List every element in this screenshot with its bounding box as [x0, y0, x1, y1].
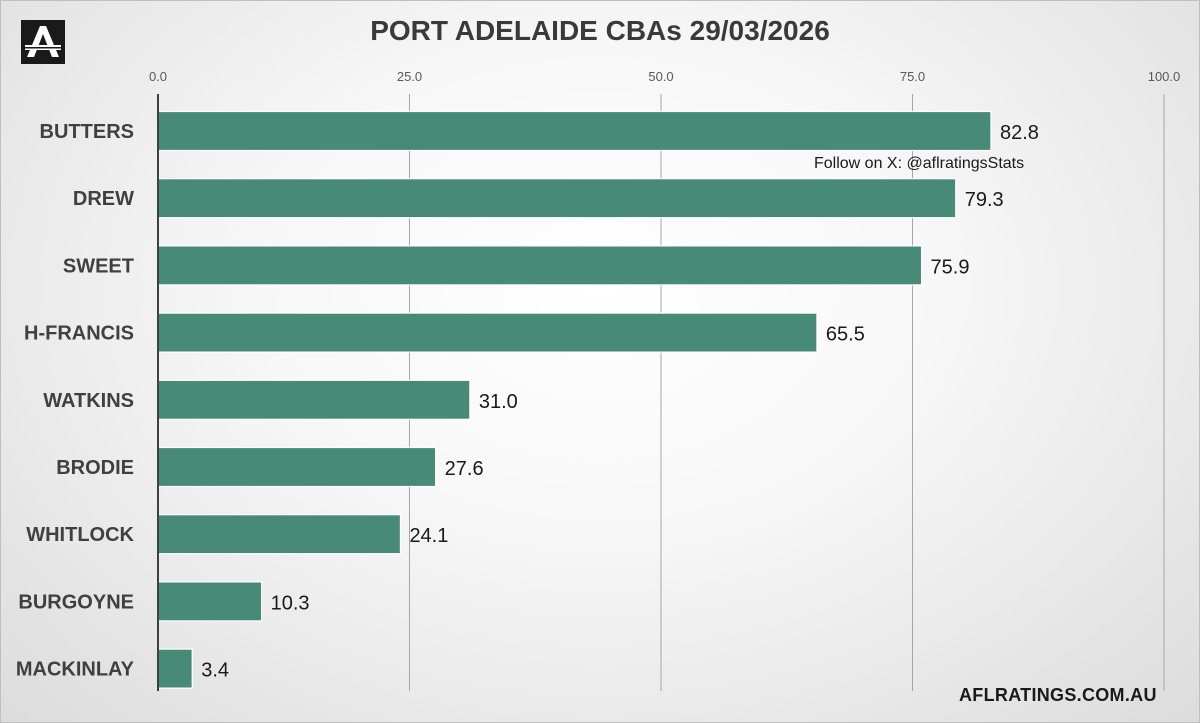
- bar: [157, 379, 471, 420]
- follow-note: Follow on X: @aflratingsStats: [814, 155, 1025, 172]
- labels: 0.0 25.0 50.0 75.0 100.0 BUTTERS 82.8 DREW 79.3 S…: [16, 69, 1180, 682]
- afl-ratings-logo-icon: [21, 20, 65, 64]
- category-label: MACKINLAY: [16, 659, 135, 681]
- data-label: 65.5: [826, 324, 865, 346]
- category-label: WATKINS: [43, 390, 134, 412]
- bar: [157, 312, 818, 353]
- data-label: 75.9: [931, 256, 970, 278]
- bar: [157, 245, 923, 286]
- bars: [157, 110, 992, 689]
- data-label: 82.8: [1000, 122, 1039, 144]
- data-label: 79.3: [965, 189, 1004, 211]
- tick-label: 0.0: [149, 69, 167, 84]
- category-label: H-FRANCIS: [24, 323, 134, 345]
- data-label: 24.1: [409, 525, 448, 547]
- data-label: 3.4: [201, 660, 229, 682]
- category-label: BURGOYNE: [18, 591, 134, 613]
- category-label: DREW: [73, 188, 134, 210]
- bar: [157, 581, 263, 622]
- tick-label: 75.0: [900, 69, 925, 84]
- tick-label: 50.0: [648, 69, 673, 84]
- bar: [157, 648, 193, 689]
- category-label: SWEET: [63, 255, 134, 277]
- bar: [157, 110, 992, 152]
- chart-title: PORT ADELAIDE CBAs 29/03/2026: [370, 15, 830, 46]
- category-label: BUTTERS: [40, 121, 134, 143]
- bar: [157, 446, 437, 488]
- bar: [157, 514, 402, 555]
- tick-label: 100.0: [1148, 69, 1181, 84]
- bar: [157, 178, 957, 219]
- category-label: WHITLOCK: [26, 524, 134, 546]
- site-url: AFLRATINGS.COM.AU: [959, 685, 1157, 705]
- data-label: 31.0: [479, 391, 518, 413]
- category-label: BRODIE: [56, 457, 134, 479]
- data-label: 10.3: [271, 592, 310, 614]
- data-label: 27.6: [445, 458, 484, 480]
- tick-label: 25.0: [397, 69, 422, 84]
